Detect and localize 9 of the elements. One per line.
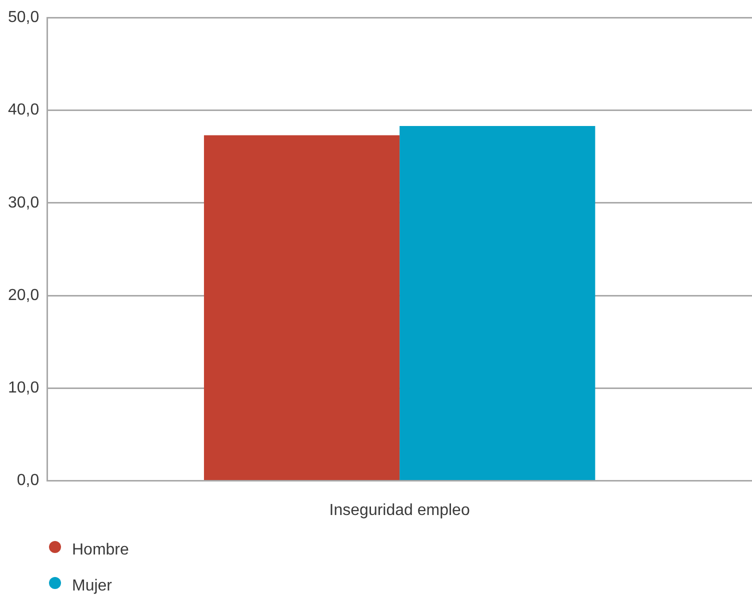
y-tick-label: 50,0 — [8, 9, 40, 26]
y-tick-label: 10,0 — [8, 380, 40, 397]
y-tick-label: 30,0 — [8, 194, 40, 212]
y-tick-label: 20,0 — [8, 286, 40, 304]
y-tick-label: 40,0 — [8, 102, 40, 119]
legend-label: Hombre — [72, 541, 130, 558]
x-tick-label: Inseguridad empleo — [329, 502, 470, 519]
legend-label: Mujer — [72, 577, 113, 594]
y-tick-label: 0,0 — [16, 472, 40, 490]
